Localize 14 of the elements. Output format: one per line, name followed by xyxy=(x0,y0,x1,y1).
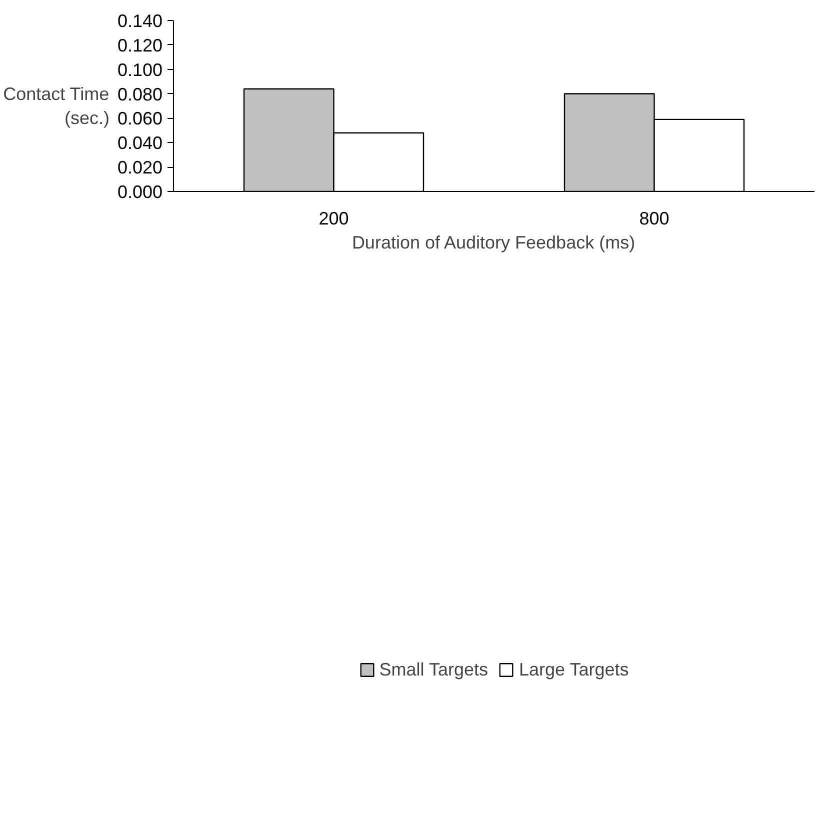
legend-label: Large Targets xyxy=(518,659,629,680)
y-tick-label: 0.080 xyxy=(117,84,163,104)
y-axis-title: Contact Time (sec.) xyxy=(3,84,110,128)
y-tick-label: 0.060 xyxy=(117,108,163,129)
y-tick-label: 0.040 xyxy=(117,133,163,154)
y-tick-label: 0.120 xyxy=(117,35,163,56)
x-axis-title: Duration of Auditory Feedback (ms) xyxy=(352,232,636,252)
x-tick-label: 200 xyxy=(318,208,349,228)
y-tick-label: 0.100 xyxy=(117,60,163,80)
legend-label: Small Targets xyxy=(379,659,488,680)
y-tick-label: 0.000 xyxy=(117,182,163,202)
x-tick-label: 800 xyxy=(639,208,670,228)
y-tick-label: 0.020 xyxy=(117,158,163,178)
y-tick-label: 0.140 xyxy=(117,11,163,31)
